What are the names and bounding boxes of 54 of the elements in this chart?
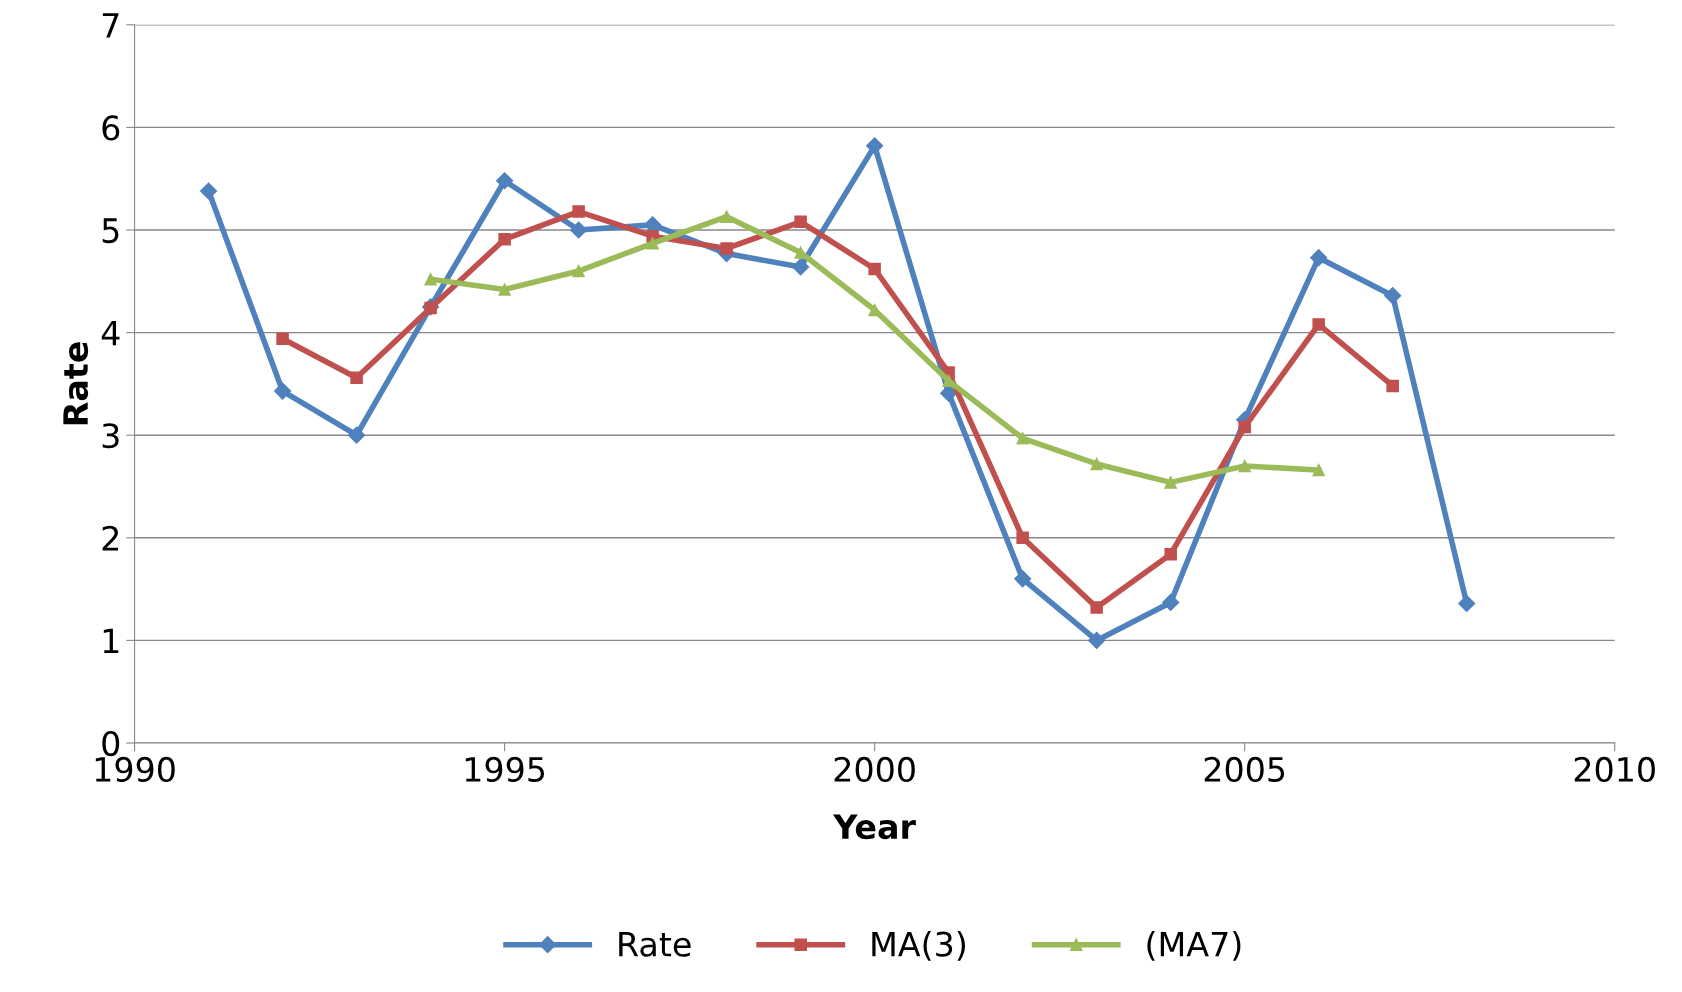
point	[866, 137, 884, 155]
point	[1162, 593, 1180, 611]
legend-label: MA(3)	[872, 931, 965, 961]
y-tick-label: 1	[103, 628, 119, 654]
x-tick-label: 2005	[1204, 756, 1285, 782]
point	[1014, 570, 1032, 588]
y-tick-label: 0	[102, 730, 120, 757]
point	[1310, 249, 1328, 267]
point	[572, 205, 585, 218]
point	[572, 264, 585, 278]
point	[274, 382, 292, 400]
y-tick-label: 2	[102, 525, 119, 551]
y-tick-label: 5	[102, 218, 119, 244]
point	[792, 258, 810, 276]
x-tick-label: 2000	[834, 756, 915, 782]
point	[1090, 601, 1103, 614]
legend-label: Rate	[619, 932, 691, 957]
point	[498, 283, 511, 296]
point	[720, 242, 733, 255]
x-tick-label: 1990	[95, 756, 175, 782]
point	[348, 426, 366, 444]
point	[1090, 457, 1103, 471]
point	[1016, 432, 1029, 445]
point	[1384, 287, 1402, 305]
point	[868, 262, 881, 276]
x-tick-label: 2010	[1574, 756, 1655, 782]
point	[1312, 463, 1325, 477]
y-axis-title: Rate	[63, 342, 89, 425]
point	[200, 182, 218, 200]
point	[1386, 379, 1399, 393]
x-tick-label: 1995	[465, 756, 545, 782]
point	[496, 172, 514, 190]
point	[720, 210, 733, 223]
point	[1312, 318, 1325, 331]
point	[424, 273, 437, 286]
point	[1238, 420, 1251, 434]
point	[350, 371, 363, 384]
legend-label: (MA7)	[1147, 931, 1241, 961]
point	[570, 221, 588, 239]
point	[1164, 547, 1177, 561]
point	[1164, 476, 1177, 489]
point	[646, 237, 659, 250]
y-tick-label: 4	[101, 320, 120, 346]
point	[1238, 459, 1251, 473]
point	[276, 332, 289, 346]
point	[794, 215, 807, 229]
x-axis-title: Year	[832, 814, 916, 840]
point	[498, 232, 511, 246]
point	[1458, 594, 1476, 613]
y-tick-label: 6	[102, 115, 120, 141]
point	[1088, 631, 1106, 649]
point	[1016, 531, 1029, 545]
y-tick-label: 7	[102, 13, 119, 38]
y-tick-label: 3	[102, 423, 119, 449]
